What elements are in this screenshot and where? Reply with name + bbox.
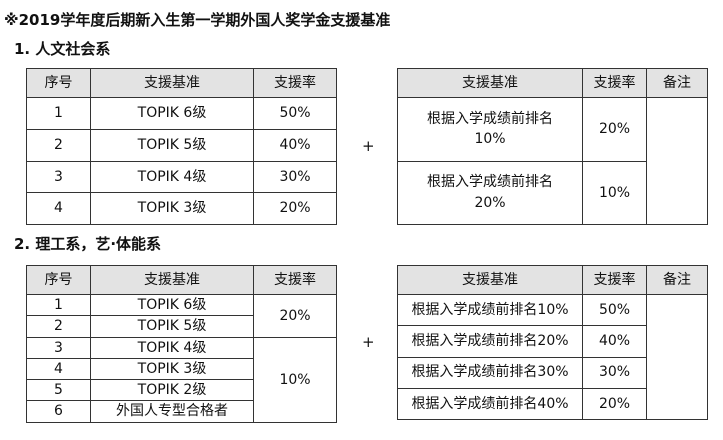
row-rate: 50% [253, 97, 337, 130]
col-header-no: 序号 [26, 68, 91, 98]
row-no: 2 [26, 128, 91, 162]
col-header-rate: 支援率 [253, 68, 337, 98]
row-basis: 根据入学成绩前排名40% [397, 387, 583, 421]
table-row: 根据入学成绩前排名40% 20% [397, 387, 708, 421]
row-basis: TOPIK 5级 [90, 315, 254, 338]
row-basis: TOPIK 3级 [90, 192, 254, 225]
row-no: 2 [26, 315, 91, 338]
table-row: 根据入学成绩前排名20% 40% [397, 325, 708, 358]
table-row: 5 TOPIK 2级 [26, 379, 337, 402]
table-row: 4 TOPIK 3级 [26, 357, 337, 381]
col-header-rate: 支援率 [582, 68, 647, 98]
humanities-rank-table: 支援基准 支援率 备注 根据入学成绩前排名 10% 20% 根据入学成绩前排名 … [397, 68, 708, 225]
table-row: 3 TOPIK 4级 10% [26, 336, 337, 423]
row-no: 6 [26, 400, 91, 423]
row-basis: TOPIK 3级 [90, 357, 254, 381]
col-header-basis: 支援基准 [90, 68, 254, 98]
section-heading-humanities: 1. 人文社会系 [14, 40, 111, 58]
table-row: 6 外国人专型合格者 [26, 400, 337, 423]
col-header-basis: 支援基准 [397, 265, 583, 295]
row-no: 3 [26, 160, 91, 194]
col-header-no: 序号 [26, 265, 91, 295]
row-basis: TOPIK 5级 [90, 128, 254, 162]
table-row: 1 TOPIK 6级 50% [26, 97, 337, 130]
row-basis: TOPIK 6级 [90, 97, 254, 130]
table-row: 2 TOPIK 5级 40% [26, 128, 337, 162]
science-topik-table: 序号 支援基准 支援率 1 TOPIK 6级 20% 2 TOPIK 5级 3 … [26, 265, 337, 423]
row-basis: 根据入学成绩前排名30% [397, 356, 583, 389]
row-rate: 20% [582, 387, 647, 421]
plus-sign: + [362, 333, 375, 351]
row-rate: 20% [253, 192, 337, 225]
row-rate: 50% [582, 293, 647, 327]
row-no: 5 [26, 379, 91, 402]
row-rate: 20% [253, 294, 337, 338]
row-rate: 30% [253, 160, 337, 194]
col-header-rate: 支援率 [253, 265, 337, 295]
row-rate: 40% [253, 128, 337, 162]
row-basis: 根据入学成绩前排名10% [397, 293, 583, 327]
science-rank-table: 支援基准 支援率 备注 根据入学成绩前排名10% 50% 根据入学成绩前排名20… [397, 265, 708, 421]
row-basis: 外国人专型合格者 [90, 400, 254, 423]
row-rate: 40% [582, 325, 647, 358]
row-note [646, 97, 708, 225]
row-no: 4 [26, 357, 91, 381]
row-note [646, 294, 708, 420]
table-row: 根据入学成绩前排名30% 30% [397, 356, 708, 389]
page-title: ※2019学年度后期新入生第一学期外国人奖学金支援基准 [4, 11, 391, 29]
col-header-note: 备注 [646, 265, 708, 295]
row-rate: 10% [253, 336, 337, 423]
plus-sign: + [362, 137, 375, 155]
row-no: 4 [26, 192, 91, 225]
row-basis: TOPIK 4级 [90, 336, 254, 359]
row-basis: TOPIK 2级 [90, 379, 254, 402]
row-no: 1 [26, 293, 91, 317]
col-header-rate: 支援率 [582, 265, 647, 295]
row-rate: 10% [582, 160, 647, 225]
row-basis: TOPIK 4级 [90, 160, 254, 194]
col-header-basis: 支援基准 [397, 68, 583, 98]
col-header-basis: 支援基准 [90, 265, 254, 295]
row-basis: TOPIK 6级 [90, 293, 254, 317]
row-basis: 根据入学成绩前排名 10% [397, 97, 583, 162]
table-row: 1 TOPIK 6级 20% [26, 293, 337, 338]
row-basis: 根据入学成绩前排名20% [397, 325, 583, 358]
table-row: 2 TOPIK 5级 [26, 315, 337, 338]
col-header-note: 备注 [646, 68, 708, 98]
table-row: 根据入学成绩前排名10% 50% [397, 293, 708, 420]
table-row: 根据入学成绩前排名 10% 20% [397, 97, 708, 225]
row-no: 3 [26, 336, 91, 359]
table-row: 4 TOPIK 3级 20% [26, 192, 337, 225]
row-basis: 根据入学成绩前排名 20% [397, 160, 583, 225]
row-no: 1 [26, 97, 91, 130]
section-heading-science-arts: 2. 理工系，艺·体能系 [14, 235, 162, 253]
row-rate: 20% [582, 97, 647, 162]
table-row: 3 TOPIK 4级 30% [26, 160, 337, 194]
table-row: 根据入学成绩前排名 20% 10% [397, 160, 708, 225]
humanities-topik-table: 序号 支援基准 支援率 1 TOPIK 6级 50% 2 TOPIK 5级 40… [26, 68, 337, 225]
row-rate: 30% [582, 356, 647, 389]
